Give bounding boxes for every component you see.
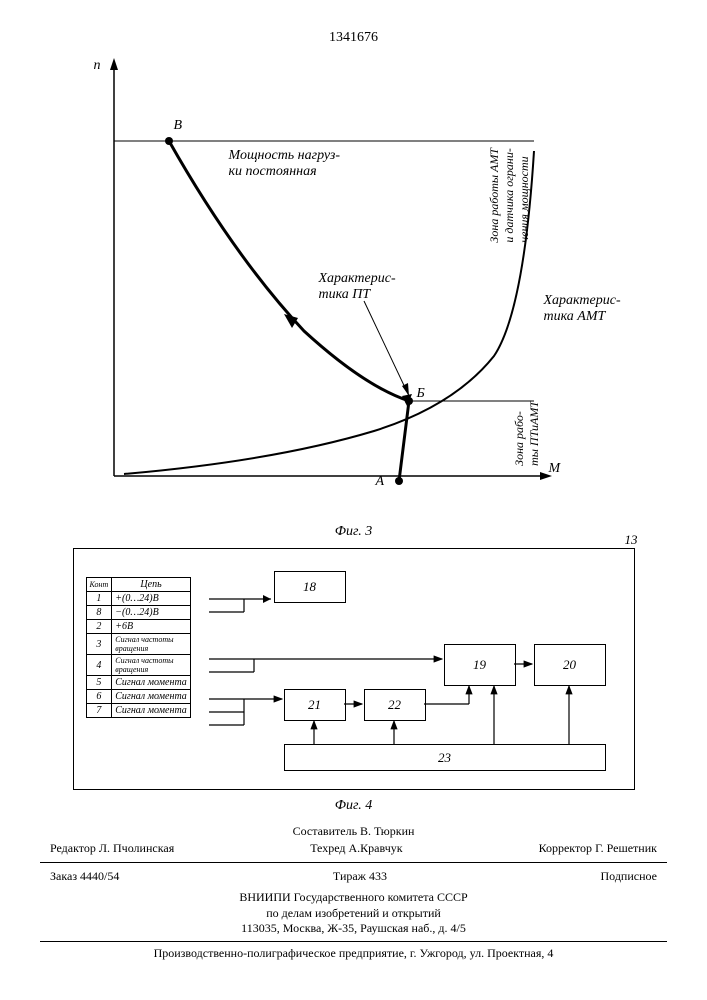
- block-23: 23: [284, 744, 606, 771]
- org-address: 113035, Москва, Ж-35, Раушская наб., д. …: [40, 921, 667, 937]
- credits-block: Составитель В. Тюркин Редактор Л. Пчолин…: [40, 824, 667, 961]
- pin-3-label: Сигнал частоты вращения: [112, 634, 191, 655]
- document-number: 1341676: [40, 30, 667, 46]
- editor: Редактор Л. Пчолинская: [50, 841, 174, 856]
- pin-1-label: +(0…24)В: [112, 592, 191, 606]
- pin-5-label: Сигнал момента: [112, 676, 191, 690]
- pin-header-right: Цепь: [112, 578, 191, 592]
- diagram-fig4: Конт Цепь 1+(0…24)В 8−(0…24)В 2+6В 3Сигн…: [73, 548, 635, 790]
- subscribed: Подписное: [601, 869, 658, 884]
- pin-6-label: Сигнал момента: [112, 690, 191, 704]
- block-19: 19: [444, 644, 516, 686]
- pin-1-num: 1: [86, 592, 112, 606]
- printer-line: Производственно-полиграфическое предприя…: [40, 946, 667, 961]
- pin-3-num: 3: [86, 634, 112, 655]
- label-power-const: Мощность нагруз- ки постоянная: [229, 148, 341, 180]
- compiler: Составитель В. Тюркин: [40, 824, 667, 839]
- label-char-amt: Характерис- тика АМТ: [544, 293, 621, 325]
- block-22: 22: [364, 689, 426, 721]
- techred: Техред А.Кравчук: [310, 841, 402, 856]
- org-line-1: ВНИИПИ Государственного комитета СССР: [40, 890, 667, 906]
- pin-5-num: 5: [86, 676, 112, 690]
- tirage: Тираж 433: [333, 869, 387, 884]
- label-zone-pt-amt: Зона рабо- ты ПТиАМТ: [512, 401, 542, 466]
- org-line-2: по делам изобретений и открытий: [40, 906, 667, 922]
- pin-4-num: 4: [86, 655, 112, 676]
- pin-table: Конт Цепь 1+(0…24)В 8−(0…24)В 2+6В 3Сигн…: [86, 577, 191, 718]
- pin-8-num: 8: [86, 606, 112, 620]
- pin-header-left: Конт: [86, 578, 112, 592]
- pin-7-num: 7: [86, 704, 112, 718]
- block-21: 21: [284, 689, 346, 721]
- point-b: Б: [417, 386, 425, 402]
- pin-7-label: Сигнал момента: [112, 704, 191, 718]
- diagram-ref: 13: [625, 532, 638, 548]
- point-v: В: [174, 118, 183, 134]
- graph-fig3: n M В Б А Мощность нагруз- ки постоянная…: [74, 56, 634, 516]
- block-20: 20: [534, 644, 606, 686]
- pin-2-label: +6В: [112, 620, 191, 634]
- divider-1: [40, 862, 667, 863]
- divider-2: [40, 941, 667, 942]
- axis-n-label: n: [94, 58, 101, 74]
- order-num: Заказ 4440/54: [50, 869, 119, 884]
- point-a: А: [376, 474, 385, 490]
- label-zone-amt: Зона работы АМТ и датчика ограни- чения …: [487, 148, 532, 243]
- fig4-caption: Фиг. 4: [40, 798, 667, 814]
- fig3-caption: Фиг. 3: [40, 524, 667, 540]
- label-char-pt: Характерис- тика ПТ: [319, 271, 396, 303]
- corrector: Корректор Г. Решетник: [539, 841, 657, 856]
- pin-2-num: 2: [86, 620, 112, 634]
- block-18: 18: [274, 571, 346, 603]
- pin-6-num: 6: [86, 690, 112, 704]
- pin-8-label: −(0…24)В: [112, 606, 191, 620]
- pin-4-label: Сигнал частоты вращения: [112, 655, 191, 676]
- axis-m-label: M: [549, 461, 561, 477]
